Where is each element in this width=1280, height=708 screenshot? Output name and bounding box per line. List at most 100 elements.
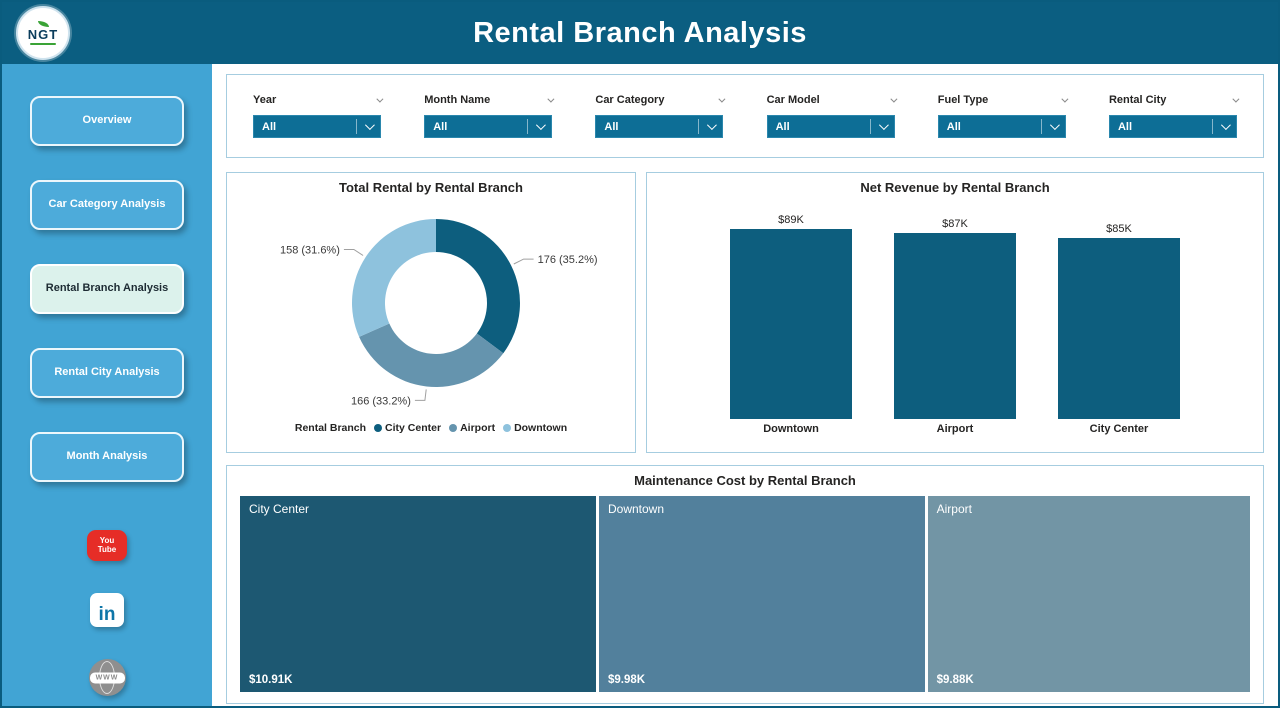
treemap-category-label: City Center (249, 502, 310, 516)
bar-downtown[interactable] (730, 229, 852, 419)
sidebar-item-overview[interactable]: Overview (30, 96, 184, 146)
slicer-value: All (775, 120, 790, 133)
bar-category-label: Downtown (763, 423, 819, 435)
sidebar-item-rental-city-analysis[interactable]: Rental City Analysis (30, 348, 184, 398)
linkedin-icon[interactable]: in (90, 593, 124, 627)
chevron-down-icon (889, 95, 898, 103)
sidebar-item-month-analysis[interactable]: Month Analysis (30, 432, 184, 482)
slicer-header[interactable]: Month Name (424, 94, 555, 106)
treemap-tile-airport[interactable]: Airport $9.88K (927, 496, 1250, 692)
treemap-tile-city-center[interactable]: City Center $10.91K (240, 496, 596, 692)
slicer-header[interactable]: Fuel Type (938, 94, 1069, 106)
slicer-header[interactable]: Year (253, 94, 384, 106)
youtube-icon[interactable]: You Tube (87, 530, 127, 561)
slicer-year: Year All (253, 94, 384, 138)
sidebar: Overview Car Category Analysis Rental Bran… (2, 64, 212, 706)
slicer-label: Month Name (424, 94, 491, 106)
bar-category-label: City Center (1089, 423, 1149, 435)
donut-data-label: 176 (35.2%) (538, 254, 598, 266)
header: NGT Rental Branch Analysis (2, 2, 1278, 64)
donut-data-label: 158 (31.6%) (280, 245, 340, 257)
bar-data-label: $87K (942, 218, 968, 231)
dropdown-chevron-box (1211, 119, 1231, 134)
bar-city-center[interactable] (1058, 237, 1180, 419)
legend-item-downtown[interactable]: Downtown (503, 422, 567, 434)
slicer-value: All (433, 120, 448, 133)
bar-column-city-center: $85K City Center (1058, 201, 1180, 439)
bar-category-label: Airport (936, 423, 974, 435)
dropdown-chevron-box (356, 119, 375, 134)
globe-band-text: WWW (89, 672, 125, 683)
slicer-header[interactable]: Rental City (1109, 94, 1240, 106)
treemap-category-label: Airport (936, 502, 972, 516)
bar-column-downtown: $89K Downtown (730, 201, 852, 439)
chevron-down-icon (1049, 120, 1060, 131)
slicer-rental-city: Rental City All (1108, 94, 1240, 138)
bar-column-airport: $87K Airport (894, 201, 1016, 439)
slicer-dropdown[interactable]: All (595, 115, 724, 138)
donut-segment-city-center[interactable] (436, 219, 520, 354)
donut-leader-line (343, 249, 364, 256)
legend-item-city-center[interactable]: City Center (374, 422, 441, 434)
sidebar-item-label: Overview (82, 114, 132, 127)
chevron-down-icon (536, 120, 547, 131)
dropdown-chevron-box (1040, 119, 1060, 134)
donut-chart-title: Total Rental by Rental Branch (339, 180, 523, 195)
bar-chart: $89K Downtown $87K Airport $85K City Center (647, 201, 1263, 439)
bar-data-label: $85K (1106, 222, 1132, 235)
filter-panel: Year All Month Name All Car Category All Car M… (226, 74, 1264, 158)
logo-underline (30, 43, 56, 45)
chevron-down-icon (1061, 95, 1069, 103)
legend-label: Downtown (514, 422, 568, 434)
logo-text: NGT (27, 27, 59, 42)
youtube-icon-text: You (99, 535, 115, 545)
slicer-dropdown[interactable]: All (424, 115, 553, 138)
sidebar-item-label: Rental City Analysis (54, 366, 160, 379)
website-globe-icon[interactable]: WWW (88, 659, 126, 696)
page-title: Rental Branch Analysis (473, 16, 807, 49)
dropdown-chevron-box (698, 119, 718, 134)
chevron-down-icon (547, 95, 555, 103)
slicer-header[interactable]: Car Category (595, 94, 726, 106)
youtube-icon-text: Tube (97, 544, 117, 554)
treemap-category-label: Downtown (607, 502, 665, 516)
slicer-value: All (262, 120, 277, 133)
dropdown-chevron-box (527, 119, 547, 134)
chevron-down-icon (1232, 95, 1240, 103)
sidebar-item-label: Car Category Analysis (48, 198, 166, 211)
slicer-header[interactable]: Car Model (766, 94, 898, 106)
slicer-car-category: Car Category All (595, 94, 726, 138)
filter-row: Year All Month Name All Car Category All Car M… (253, 94, 1240, 138)
sidebar-item-rental-branch-analysis[interactable]: Rental Branch Analysis (30, 264, 184, 314)
donut-segment-airport[interactable] (359, 323, 504, 387)
slicer-label: Year (253, 94, 277, 106)
slicer-month-name: Month Name All (424, 94, 555, 138)
slicer-fuel-type: Fuel Type All (937, 94, 1069, 138)
legend-title: Rental Branch (294, 422, 367, 434)
chevron-down-icon (707, 120, 718, 131)
sidebar-nav: Overview Car Category Analysis Rental Bran… (30, 96, 184, 516)
legend-item-airport[interactable]: Airport (449, 422, 495, 434)
slicer-label: Car Model (766, 94, 820, 106)
legend-dot (374, 424, 383, 432)
slicer-dropdown[interactable]: All (1108, 115, 1237, 138)
slicer-dropdown[interactable]: All (937, 115, 1066, 138)
treemap-value-label: $9.88K (936, 674, 974, 686)
slicer-value: All (1117, 120, 1132, 133)
bar-airport[interactable] (894, 233, 1016, 419)
donut-chart: 176 (35.2%) 166 (33.2%) 158 (31.6%) (231, 195, 631, 426)
slicer-label: Car Category (595, 94, 665, 106)
slicer-dropdown[interactable]: All (766, 115, 895, 138)
slicer-car-model: Car Model All (766, 94, 898, 138)
sidebar-item-car-category-analysis[interactable]: Car Category Analysis (30, 180, 184, 230)
slicer-dropdown[interactable]: All (253, 115, 381, 138)
chevron-down-icon (376, 95, 384, 103)
chevron-down-icon (1220, 120, 1231, 131)
treemap-tile-downtown[interactable]: Downtown $9.98K (598, 496, 925, 692)
sidebar-item-label: Rental Branch Analysis (45, 282, 169, 295)
chevron-down-icon (364, 120, 375, 131)
treemap-title: Maintenance Cost by Rental Branch (634, 473, 856, 488)
donut-segment-downtown[interactable] (352, 219, 436, 337)
sidebar-item-label: Month Analysis (66, 450, 148, 463)
